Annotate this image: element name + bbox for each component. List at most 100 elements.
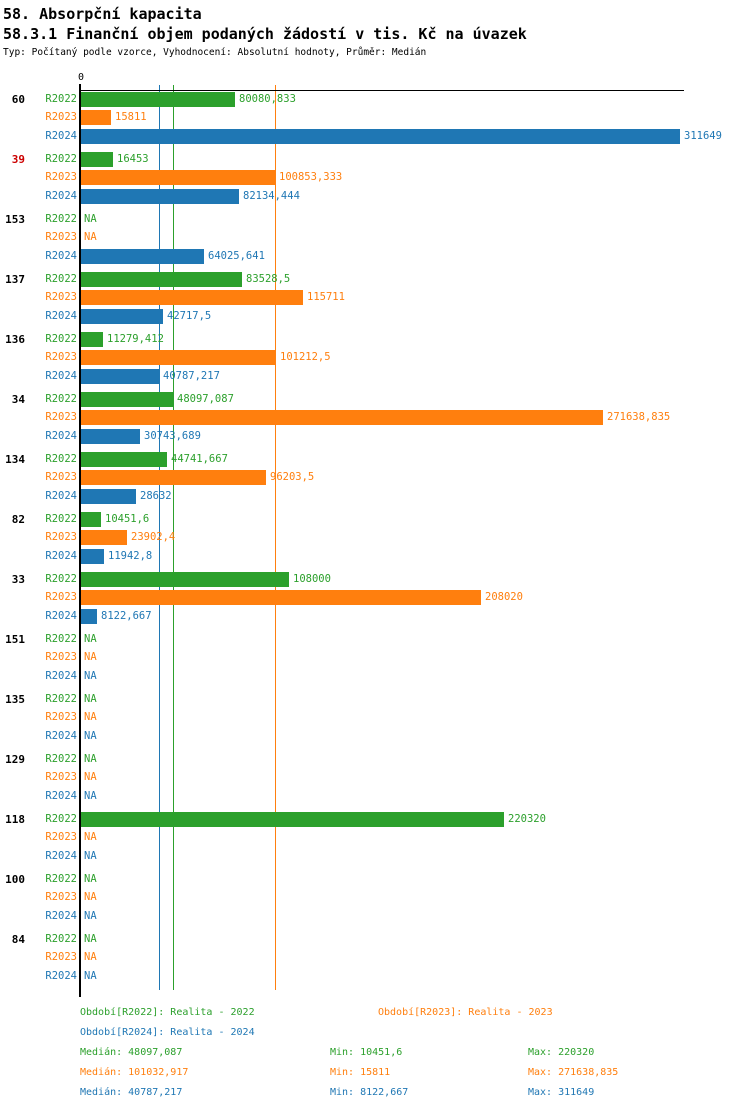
x-axis-line [80, 90, 684, 91]
bar-r2023 [81, 470, 266, 485]
series-label-r2023: R2023 [45, 951, 77, 963]
series-label-r2022: R2022 [45, 573, 77, 585]
series-label-r2024: R2024 [45, 550, 77, 562]
category-label-82: 82 [11, 513, 25, 526]
series-label-r2022: R2022 [45, 393, 77, 405]
category-label-34: 34 [11, 393, 25, 406]
category-label-135: 135 [5, 693, 25, 706]
bar-r2024 [81, 189, 239, 204]
series-label-r2023: R2023 [45, 351, 77, 363]
category-label-153: 153 [5, 213, 25, 226]
y-axis-line [79, 84, 81, 997]
x-axis-zero-tick-label: 0 [77, 72, 85, 83]
na-label: NA [84, 633, 97, 645]
series-label-r2023: R2023 [45, 171, 77, 183]
na-label: NA [84, 970, 97, 982]
bar-value-label: 42717,5 [167, 310, 212, 322]
bar-value-label: 220320 [508, 813, 546, 825]
category-label-84: 84 [11, 933, 25, 946]
legend-max-r2024: Max: 311649 [528, 1087, 595, 1098]
bar-value-label: 15811 [115, 111, 147, 123]
series-label-r2024: R2024 [45, 490, 77, 502]
na-label: NA [84, 873, 97, 885]
bar-r2023 [81, 350, 276, 365]
series-label-r2023: R2023 [45, 531, 77, 543]
bar-value-label: 10451,6 [105, 513, 150, 525]
bar-value-label: 115711 [307, 291, 345, 303]
bar-r2023 [81, 590, 481, 605]
bar-value-label: 208020 [485, 591, 523, 603]
series-label-r2023: R2023 [45, 831, 77, 843]
bar-value-label: 8122,667 [101, 610, 152, 622]
bar-r2022 [81, 92, 235, 107]
na-label: NA [84, 891, 97, 903]
series-label-r2023: R2023 [45, 891, 77, 903]
median-line-r2022 [173, 85, 174, 990]
bar-r2022 [81, 452, 167, 467]
bar-value-label: 23902,4 [131, 531, 176, 543]
na-label: NA [84, 951, 97, 963]
report-title: 58. Absorpční kapacita [3, 5, 202, 23]
series-label-r2024: R2024 [45, 970, 77, 982]
bar-r2024 [81, 429, 140, 444]
series-label-r2024: R2024 [45, 430, 77, 442]
bar-r2022 [81, 392, 173, 407]
bar-value-label: 108000 [293, 573, 331, 585]
na-label: NA [84, 753, 97, 765]
na-label: NA [84, 790, 97, 802]
series-label-r2022: R2022 [45, 453, 77, 465]
bar-r2022 [81, 512, 101, 527]
bar-r2023 [81, 290, 303, 305]
bar-r2024 [81, 489, 136, 504]
category-label-33: 33 [11, 573, 25, 586]
legend-period-r2023: Období[R2023]: Realita - 2023 [378, 1007, 553, 1018]
bar-r2023 [81, 530, 127, 545]
series-label-r2024: R2024 [45, 190, 77, 202]
series-label-r2024: R2024 [45, 250, 77, 262]
na-label: NA [84, 213, 97, 225]
legend-period-r2022: Období[R2022]: Realita - 2022 [80, 1007, 255, 1018]
legend-max-r2022: Max: 220320 [528, 1047, 595, 1058]
report-meta-line: Typ: Počítaný podle vzorce, Vyhodnocení:… [3, 47, 427, 58]
na-label: NA [84, 730, 97, 742]
category-label-100: 100 [5, 873, 25, 886]
series-label-r2022: R2022 [45, 633, 77, 645]
bar-r2024 [81, 309, 163, 324]
series-label-r2022: R2022 [45, 273, 77, 285]
bar-value-label: 44741,667 [171, 453, 228, 465]
series-label-r2024: R2024 [45, 670, 77, 682]
bar-r2022 [81, 152, 113, 167]
series-label-r2023: R2023 [45, 771, 77, 783]
bar-value-label: 11279,412 [107, 333, 164, 345]
bar-r2022 [81, 572, 289, 587]
na-label: NA [84, 231, 97, 243]
series-label-r2022: R2022 [45, 513, 77, 525]
series-label-r2024: R2024 [45, 310, 77, 322]
bar-r2024 [81, 609, 97, 624]
series-label-r2022: R2022 [45, 813, 77, 825]
bar-value-label: 271638,835 [607, 411, 671, 423]
series-label-r2024: R2024 [45, 610, 77, 622]
category-label-39: 39 [11, 153, 25, 166]
na-label: NA [84, 771, 97, 783]
na-label: NA [84, 693, 97, 705]
legend-period-r2024: Období[R2024]: Realita - 2024 [80, 1027, 255, 1038]
na-label: NA [84, 933, 97, 945]
na-label: NA [84, 711, 97, 723]
bar-value-label: 83528,5 [246, 273, 291, 285]
bar-value-label: 82134,444 [243, 190, 300, 202]
report-subtitle: 58.3.1 Finanční objem podaných žádostí v… [3, 25, 527, 43]
bar-r2022 [81, 332, 103, 347]
legend-min-r2024: Min: 8122,667 [330, 1087, 409, 1098]
bar-r2023 [81, 410, 603, 425]
median-line-r2023 [275, 85, 276, 990]
series-label-r2022: R2022 [45, 333, 77, 345]
bar-chart: 60 R2022 80080,833 R2023 15811 R2024 311649 39 R… [5, 84, 722, 997]
series-label-r2022: R2022 [45, 933, 77, 945]
series-label-r2023: R2023 [45, 651, 77, 663]
series-label-r2024: R2024 [45, 130, 77, 142]
category-label-60: 60 [11, 93, 25, 106]
na-label: NA [84, 670, 97, 682]
series-label-r2024: R2024 [45, 850, 77, 862]
series-label-r2024: R2024 [45, 790, 77, 802]
